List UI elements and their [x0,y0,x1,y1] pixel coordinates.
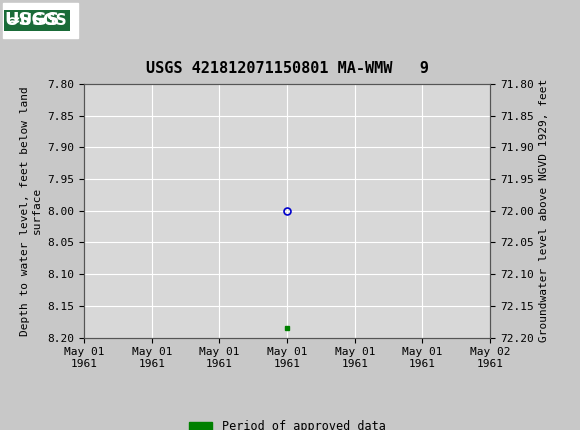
Bar [3,3,78,37]
Text: USGS: USGS [5,12,60,29]
Y-axis label: Depth to water level, feet below land
surface: Depth to water level, feet below land su… [20,86,42,335]
Legend: Period of approved data: Period of approved data [184,416,390,430]
Title: USGS 421812071150801 MA-WMW   9: USGS 421812071150801 MA-WMW 9 [146,61,429,76]
Y-axis label: Groundwater level above NGVD 1929, feet: Groundwater level above NGVD 1929, feet [539,79,549,342]
Text: ≈USGS: ≈USGS [7,13,67,28]
